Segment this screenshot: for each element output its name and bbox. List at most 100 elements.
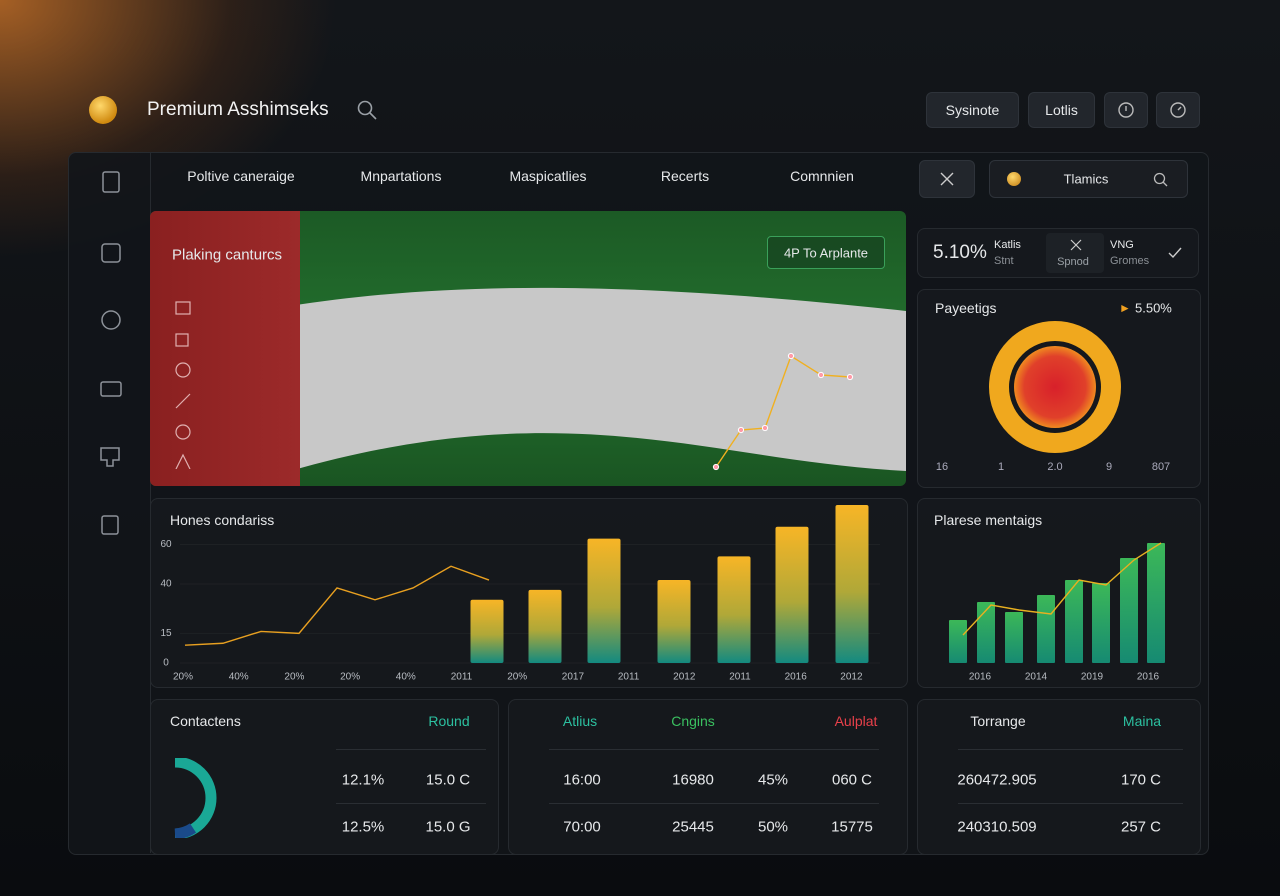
graphic <box>940 172 954 186</box>
table-cell: 12.1% <box>341 771 385 789</box>
table-header: Round <box>428 713 470 729</box>
row-divider <box>958 803 1183 804</box>
row-divider <box>336 749 486 750</box>
table-cell: 70:00 <box>563 818 601 836</box>
button-label: 4P To Arplante <box>783 245 869 260</box>
table-panel: Atlius Cngins Aulplat 16:00 16980 45% 06… <box>508 699 908 855</box>
stat-sub: Stnt <box>994 255 1014 267</box>
close-button[interactable] <box>919 160 975 198</box>
graphic <box>1170 102 1186 118</box>
icon <box>1118 102 1134 118</box>
graphic <box>1162 181 1168 187</box>
sidebar <box>100 171 122 535</box>
graphic <box>1118 102 1134 118</box>
table-cell: 15775 <box>831 818 873 836</box>
nav-icon[interactable] <box>102 171 120 193</box>
row-divider <box>336 803 486 804</box>
table-cell: 170 C <box>1120 771 1162 789</box>
graphic <box>174 758 217 838</box>
row-divider <box>549 749 879 750</box>
row-divider <box>958 749 1183 750</box>
row-divider <box>549 803 879 804</box>
table-cell: 12.5% <box>341 818 385 836</box>
x-icon <box>1070 239 1082 251</box>
panel-title: Plarese mentaigs <box>934 512 1043 528</box>
hero-panel: Plaking canturcs 4P To Arplante <box>150 211 906 486</box>
hero-title: Plaking canturcs <box>172 246 283 264</box>
app-title: Premium Asshimseks <box>147 99 329 120</box>
panel-value: 5.50% <box>1135 300 1172 316</box>
tab[interactable]: Poltive caneraige <box>187 168 295 184</box>
hero-red-strip <box>150 211 300 486</box>
stat-tile[interactable] <box>1046 233 1104 273</box>
header-button[interactable]: Sysinote <box>926 92 1019 128</box>
tab[interactable]: Mnpartations <box>360 168 442 184</box>
stat-label: Katlis <box>994 239 1021 251</box>
hero-button[interactable]: 4P To Arplante <box>767 236 885 269</box>
search-icon[interactable] <box>356 99 378 121</box>
table-header: Atlius <box>562 713 598 729</box>
graphic <box>100 171 122 535</box>
nav-icon[interactable] <box>100 381 122 397</box>
tab[interactable]: Comnnien <box>790 168 854 184</box>
graphic <box>357 100 373 116</box>
icon-button[interactable] <box>1104 92 1148 128</box>
table-header: Contactens <box>170 713 241 729</box>
graphic <box>290 287 906 471</box>
table-cell: 50% <box>757 818 789 836</box>
nav-icon[interactable] <box>101 515 119 535</box>
graphic <box>1168 247 1182 259</box>
check-icon[interactable] <box>1168 246 1182 260</box>
icon-button[interactable] <box>1156 92 1200 128</box>
tab[interactable]: Recerts <box>660 168 710 184</box>
search-label: Tlamics <box>1063 171 1109 187</box>
axis-label: 9 <box>1105 461 1113 473</box>
graphic <box>175 393 191 409</box>
graphic <box>174 823 197 838</box>
stats-panel: 5.10% Katlis Stnt Spnod VNG Gromes <box>917 228 1199 278</box>
axis-label: 2.0 <box>1047 461 1063 473</box>
graphic <box>175 301 191 315</box>
stat-label: Spnod <box>1057 256 1089 268</box>
stat-value: 5.10% <box>933 242 987 263</box>
table-cell: 15.0 G <box>425 818 471 836</box>
ring-chart <box>989 321 1121 453</box>
graphic <box>1070 239 1082 251</box>
hero-icons <box>175 301 191 469</box>
table-cell: 25445 <box>672 818 714 836</box>
side-chart-panel: Plarese mentaigs <box>917 498 1201 688</box>
table-cell: 260472.905 <box>957 771 1037 789</box>
graphic <box>369 112 377 120</box>
table-cell: 16:00 <box>563 771 601 789</box>
table-cell: 257 C <box>1120 818 1162 836</box>
table-header: Aulplat <box>834 713 878 729</box>
button-label: Sysinote <box>945 102 1000 118</box>
axis-label: 16 <box>935 461 949 473</box>
table-cell: 240310.509 <box>957 818 1037 836</box>
panel-title: Hones condariss <box>170 512 275 528</box>
graphic <box>1153 172 1166 185</box>
table-cell: 15.0 C <box>425 771 471 789</box>
nav-icon[interactable] <box>100 447 120 467</box>
graphic <box>175 301 191 469</box>
nav-icon[interactable] <box>101 310 121 330</box>
table-header: Torrange <box>970 713 1026 729</box>
table-cell: 16980 <box>672 771 714 789</box>
search-box[interactable]: Tlamics <box>989 160 1188 198</box>
header-button[interactable]: Lotlis <box>1028 92 1095 128</box>
tab[interactable]: Maspicatlies <box>509 168 587 184</box>
icon <box>1170 102 1186 118</box>
search-logo <box>1007 172 1021 186</box>
arrow-icon: ► <box>1119 301 1131 315</box>
graphic <box>1177 106 1182 111</box>
table-cell: 060 C <box>831 771 873 789</box>
stat-label: VNG <box>1110 239 1134 251</box>
graphic <box>175 453 191 469</box>
axis-label: 1 <box>997 461 1005 473</box>
graphic <box>175 333 189 347</box>
panel-title: Payeetigs <box>935 300 997 316</box>
nav-icon[interactable] <box>101 243 121 263</box>
close-icon <box>940 172 954 186</box>
search-icon <box>1153 172 1168 187</box>
